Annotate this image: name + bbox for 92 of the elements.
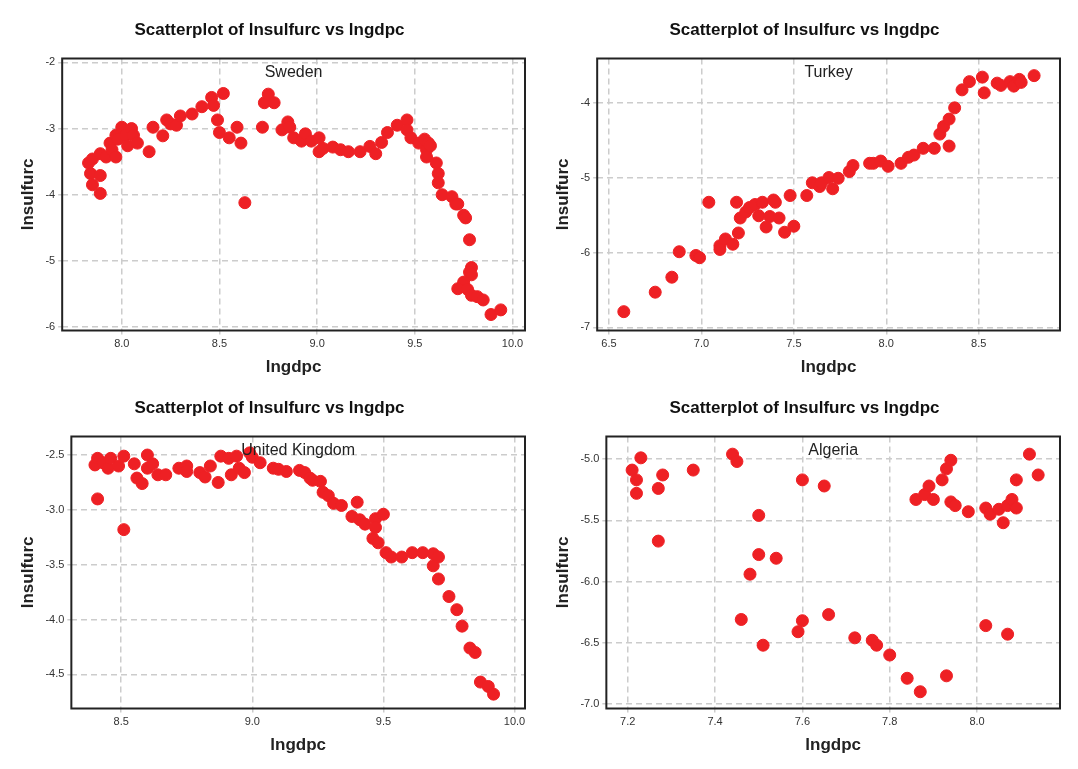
point — [848, 631, 862, 645]
point — [756, 638, 770, 652]
x-tick-label: 9.0 — [309, 337, 325, 350]
point — [625, 463, 639, 477]
point — [634, 451, 648, 465]
x-tick-label: 7.4 — [707, 715, 723, 728]
chart-title: Scatterplot of lnsulfurc vs lngdpc — [669, 19, 940, 39]
point — [686, 463, 700, 477]
y-tick-label: -7 — [580, 320, 591, 333]
y-tick-label: -3.5 — [45, 557, 65, 570]
point — [651, 534, 665, 548]
point — [795, 473, 809, 487]
point — [913, 685, 927, 699]
x-tick-label: 10.0 — [503, 715, 526, 728]
x-axis-title: lngdpc — [800, 357, 857, 377]
chart-title: Scatterplot of lnsulfurc vs lngdpc — [669, 397, 940, 417]
point — [939, 669, 953, 683]
y-tick-label: -6 — [580, 245, 591, 258]
point — [996, 516, 1010, 530]
point — [651, 481, 665, 495]
point — [979, 619, 993, 633]
x-tick-label: 9.0 — [244, 715, 260, 728]
point — [1022, 447, 1036, 461]
annotation: Algeria — [808, 440, 859, 458]
point — [944, 453, 958, 467]
chart-title: Scatterplot of lnsulfurc vs lngdpc — [134, 397, 405, 417]
point — [730, 455, 744, 469]
point — [822, 608, 836, 622]
point — [791, 625, 805, 639]
y-tick-label: -2 — [45, 55, 56, 68]
y-tick-label: -4.5 — [45, 667, 65, 680]
y-tick-label: -5 — [45, 253, 56, 266]
x-tick-label: 7.0 — [693, 337, 710, 350]
point — [900, 671, 914, 685]
y-axis-title: lnsulfurc — [17, 536, 37, 609]
x-tick-label: 6.5 — [601, 337, 617, 350]
point — [743, 567, 757, 581]
annotation: Sweden — [264, 62, 323, 80]
x-tick-label: 8.0 — [878, 337, 894, 350]
x-axis-title: lngdpc — [265, 357, 322, 377]
x-tick-label: 7.6 — [794, 715, 811, 728]
y-tick-label: -4.0 — [45, 612, 65, 625]
x-tick-label: 8.5 — [113, 715, 129, 728]
point — [935, 473, 949, 487]
x-tick-label: 8.5 — [971, 337, 987, 350]
x-tick-label: 10.0 — [501, 337, 524, 350]
point — [656, 468, 670, 482]
y-tick-label: -6 — [45, 320, 56, 333]
x-tick-label: 9.5 — [375, 715, 392, 728]
point — [926, 492, 940, 506]
point — [1009, 501, 1023, 515]
point — [883, 648, 897, 662]
point — [1009, 473, 1023, 487]
point — [769, 551, 783, 565]
point — [629, 486, 643, 500]
y-tick-label: -6.5 — [580, 635, 600, 648]
x-tick-label: 8.5 — [211, 337, 228, 350]
y-tick-label: -7.0 — [580, 697, 600, 710]
x-axis-title: lngdpc — [805, 735, 862, 755]
point — [1001, 627, 1015, 641]
x-tick-label: 7.8 — [882, 715, 898, 728]
point — [922, 479, 936, 493]
x-tick-label: 7.2 — [620, 715, 636, 728]
x-axis-title: lngdpc — [270, 735, 327, 755]
point — [817, 479, 831, 493]
y-tick-label: -6.0 — [580, 574, 600, 587]
point — [629, 473, 643, 487]
y-tick-label: -2.5 — [45, 448, 65, 461]
y-tick-label: -4 — [580, 95, 591, 108]
point — [752, 508, 766, 522]
x-tick-label: 7.5 — [786, 337, 802, 350]
y-axis-title: lnsulfurc — [17, 158, 37, 231]
point — [1031, 468, 1045, 482]
y-axis-title: lnsulfurc — [552, 158, 572, 231]
point — [948, 499, 962, 513]
point — [734, 612, 748, 626]
y-axis-title: lnsulfurc — [552, 536, 572, 609]
point — [961, 505, 975, 519]
x-tick-label: 9.5 — [407, 337, 423, 350]
point — [752, 548, 766, 562]
y-tick-label: -5.0 — [580, 452, 600, 465]
chart-title: Scatterplot of lnsulfurc vs lngdpc — [134, 19, 405, 39]
y-tick-label: -5.5 — [580, 513, 600, 526]
y-tick-label: -3.0 — [45, 502, 65, 515]
annotation: Turkey — [804, 62, 853, 80]
x-tick-label: 8.0 — [969, 715, 985, 728]
y-tick-label: -5 — [580, 170, 591, 183]
y-tick-label: -4 — [45, 187, 56, 200]
y-tick-label: -3 — [45, 121, 56, 134]
point — [795, 614, 809, 628]
x-tick-label: 8.0 — [114, 337, 130, 350]
point — [870, 638, 884, 652]
